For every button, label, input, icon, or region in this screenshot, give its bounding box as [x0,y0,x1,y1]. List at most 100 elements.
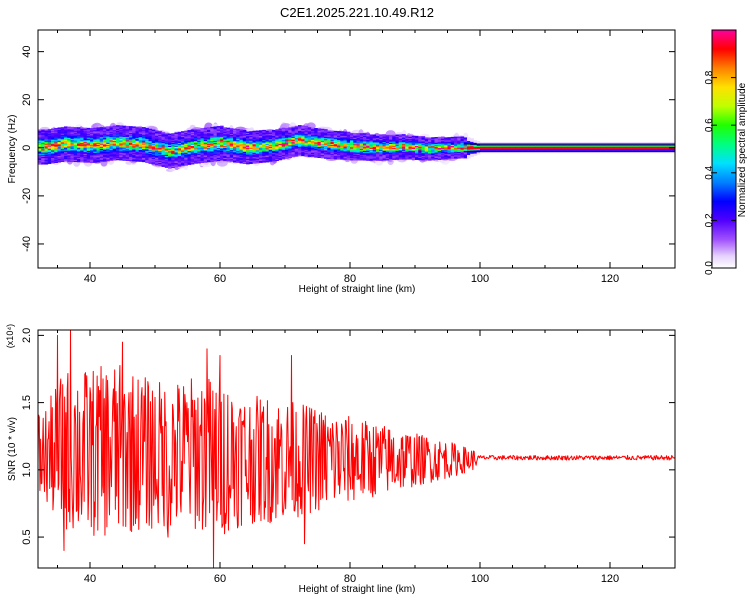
spectrogram-cell [288,132,292,135]
spectrogram-cell [233,161,237,163]
spectrogram-cell [353,141,357,144]
spectrogram-cell [54,138,58,141]
spectrogram-cell [346,134,351,137]
spectrogram-cell [129,136,133,139]
spectrogram-cell [389,139,393,141]
spectrogram-cell [255,145,260,148]
spectrogram-cell [545,148,549,151]
spectrogram-cell [483,147,487,149]
spectrogram-cell [164,165,169,167]
spectrogram-cell [437,143,442,145]
spectrogram-cell [346,141,351,143]
spectrogram-cell [116,133,120,136]
spectrogram-cell [402,154,406,157]
spectrogram-cell [389,138,393,140]
spectrogram-cell [421,148,426,150]
spectrogram-cell [109,134,114,137]
spectrogram-cell [255,143,260,145]
spectrogram-cell [190,130,195,132]
spectrogram-cell [470,140,474,142]
spectrogram-cell [343,156,348,158]
spectrogram-cell [532,144,536,146]
spectrogram-cell [252,155,257,158]
spectrogram-cell [337,157,341,159]
spectrogram-cell [343,133,348,136]
spectrogram-cell [90,136,94,139]
spectrogram-cell [376,144,380,146]
spectrogram-cell [200,150,205,153]
spectrogram-cell [502,144,507,146]
spectrogram-cell [86,135,91,137]
spectrogram-cell [236,132,240,134]
spectrogram-cell [184,142,188,144]
spectrogram-cell [652,144,656,146]
spectrogram-cell [525,151,530,154]
spectrogram-cell [291,126,296,129]
spectrogram-cell [51,154,55,156]
spectrogram-cell [187,134,192,136]
spectrogram-cell [405,137,409,140]
spectrogram-cell [535,146,539,148]
spectrogram-cell [210,129,214,131]
spectrogram-cell [275,147,279,150]
spectrogram-cell [119,148,123,150]
spectrogram-cell [330,138,335,140]
spectrogram-cell [408,145,413,147]
spectrogram-cell [356,133,361,135]
spectrogram-cell [246,152,250,154]
spectrogram-cell [145,159,149,161]
spectrogram-cell [268,138,273,141]
spectrogram-cell [327,156,331,158]
spectrogram-cell [571,149,575,152]
spectrogram-cell [363,139,367,142]
spectrogram-cell [350,148,354,150]
spectrogram-cell [405,142,409,145]
spectrogram-cell [41,155,45,157]
spectrogram-cell [610,144,614,146]
spectrogram-cell [463,138,468,140]
spectrogram-cell [145,138,149,141]
spectrogram-cell [73,136,78,139]
spectrogram-cell [164,156,169,159]
spectrogram-cell [236,144,240,146]
spectrogram-cell [207,135,211,138]
spectrogram-cell [385,137,390,139]
spectrogram-cell [106,158,110,161]
spectrogram-cell [54,160,58,162]
spectrogram-cell [233,140,237,142]
spectrogram-cell [197,158,201,161]
spectrogram-cell [44,149,49,151]
spectrogram-cell [145,158,149,160]
spectrogram-cell [294,137,299,140]
spectrogram-cell [38,155,42,157]
spectrogram-cell [207,151,211,153]
spectrogram-cell [304,129,309,131]
spectrogram-cell [463,148,468,150]
spectrogram-cell [499,145,504,147]
spectrogram-cell [379,151,383,154]
spectrogram-cell [54,159,58,161]
spectrogram-cell [194,138,198,141]
spectrogram-cell [252,145,257,148]
spectrogram-cell [246,147,250,150]
spectrogram-cell [301,131,305,134]
spectrogram-cell [262,130,266,133]
spectrogram-cell [340,134,344,137]
spectrogram-cell [376,136,380,139]
spectrogram-cell [161,156,166,159]
spectrogram-cell [125,151,130,154]
spectrogram-cell [255,142,260,144]
spectrogram-cell [38,134,42,137]
spectrogram-cell [171,163,175,165]
spectrogram-cell [132,151,136,153]
spectrogram-cell [424,155,429,158]
spectrogram-cell [249,151,253,154]
spectrogram-cell [285,146,289,148]
spectrogram-cell [177,152,182,154]
spectrogram-cell [476,148,481,151]
spectrogram-cell [333,138,338,140]
spectrogram-cell [382,147,387,149]
spectrogram-cell [431,151,435,153]
spectrogram-cell [83,136,88,138]
spectrogram-cell [275,157,279,159]
